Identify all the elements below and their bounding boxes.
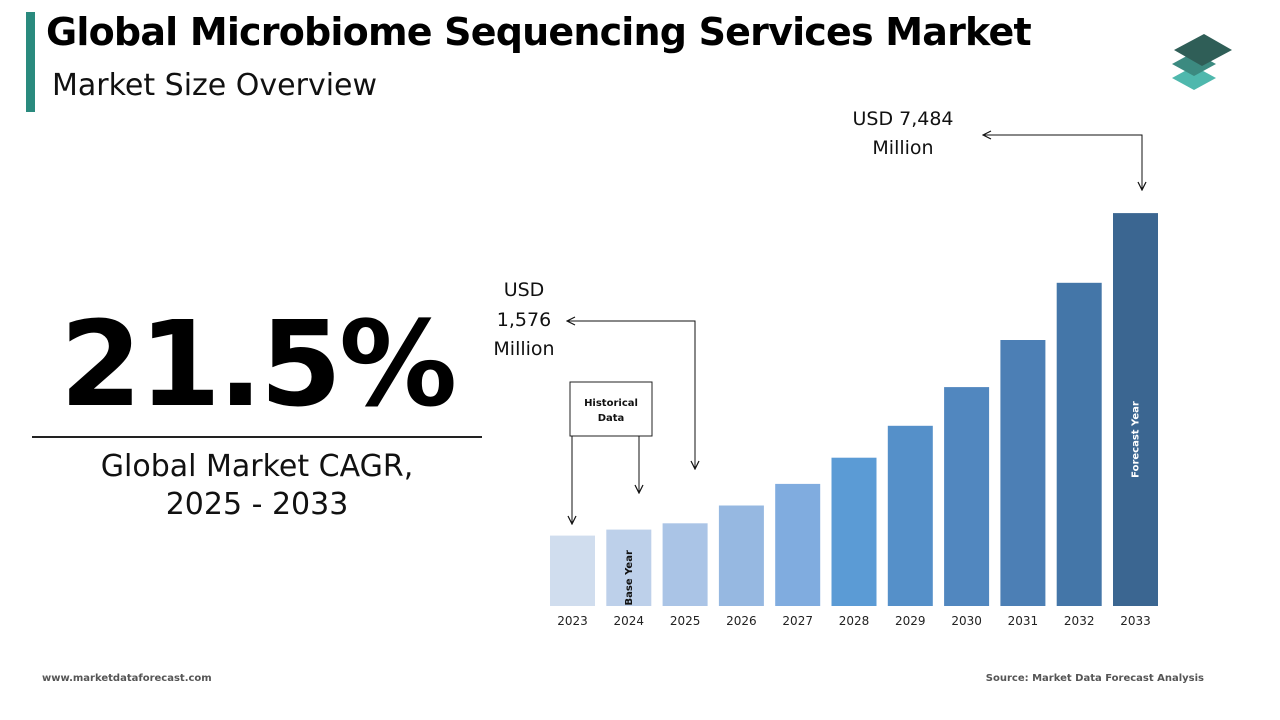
bar-2030	[944, 387, 990, 606]
bar-2031	[1000, 340, 1046, 606]
x-tick-2027: 2027	[782, 614, 813, 628]
bar-2029	[887, 425, 933, 606]
bar-2032	[1056, 282, 1102, 606]
x-tick-2026: 2026	[726, 614, 757, 628]
x-axis-ticks: 2023 2024 2025 2026 2027 2028 2029 2030 2031 2032…	[557, 614, 1151, 628]
callout-2025-line2: 1,576	[497, 309, 551, 331]
cagr-divider	[32, 436, 482, 438]
bar-label-2024: Base Year	[624, 550, 635, 605]
logo-layer-bottom	[1172, 66, 1216, 90]
bar-2025	[662, 523, 708, 606]
historical-data-box	[569, 381, 653, 437]
bar-2023	[550, 535, 595, 606]
x-tick-2030: 2030	[951, 614, 982, 628]
annotations-group: Historical Data USD 1,576 Million USD 7,…	[493, 108, 1142, 524]
x-tick-2023: 2023	[557, 614, 588, 628]
cagr-label: Global Market CAGR, 2025 - 2033	[32, 448, 482, 524]
bar-2026	[718, 505, 764, 606]
page-title: Global Microbiome Sequencing Services Ma…	[46, 10, 1032, 54]
cagr-label-line1: Global Market CAGR,	[100, 449, 414, 484]
layered-stack-icon	[1172, 34, 1232, 90]
x-tick-2032: 2032	[1064, 614, 1095, 628]
x-tick-2029: 2029	[895, 614, 926, 628]
footer-source: Source: Market Data Forecast Analysis	[985, 673, 1204, 684]
x-tick-2033: 2033	[1120, 614, 1151, 628]
x-tick-2025: 2025	[670, 614, 701, 628]
callout-2033-arrow	[983, 135, 1143, 190]
callout-2033-line1: USD 7,484	[852, 108, 953, 130]
bars-group: Base Year Forecast Year	[550, 213, 1158, 606]
bar-2027	[775, 483, 821, 606]
title-accent-bar	[26, 12, 35, 112]
callout-2033-line2: Million	[872, 137, 933, 159]
x-tick-2024: 2024	[614, 614, 645, 628]
bar-2024	[606, 529, 652, 606]
historical-box-line1: Historical	[584, 398, 638, 409]
bar-label-2033: Forecast Year	[1131, 401, 1142, 478]
page-subtitle: Market Size Overview	[52, 68, 378, 103]
logo-layer-top	[1174, 34, 1232, 66]
callout-2025-line3: Million	[493, 338, 554, 360]
x-tick-2031: 2031	[1008, 614, 1039, 628]
bar-2033	[1113, 213, 1158, 606]
footer-website: www.marketdataforecast.com	[42, 673, 212, 684]
x-tick-2028: 2028	[839, 614, 870, 628]
cagr-value: 21.5%	[59, 295, 457, 433]
cagr-label-line2: 2025 - 2033	[165, 487, 349, 522]
callout-2025-line1: USD	[504, 279, 545, 301]
bar-2028	[831, 457, 877, 606]
historical-box-line2: Data	[598, 413, 625, 424]
